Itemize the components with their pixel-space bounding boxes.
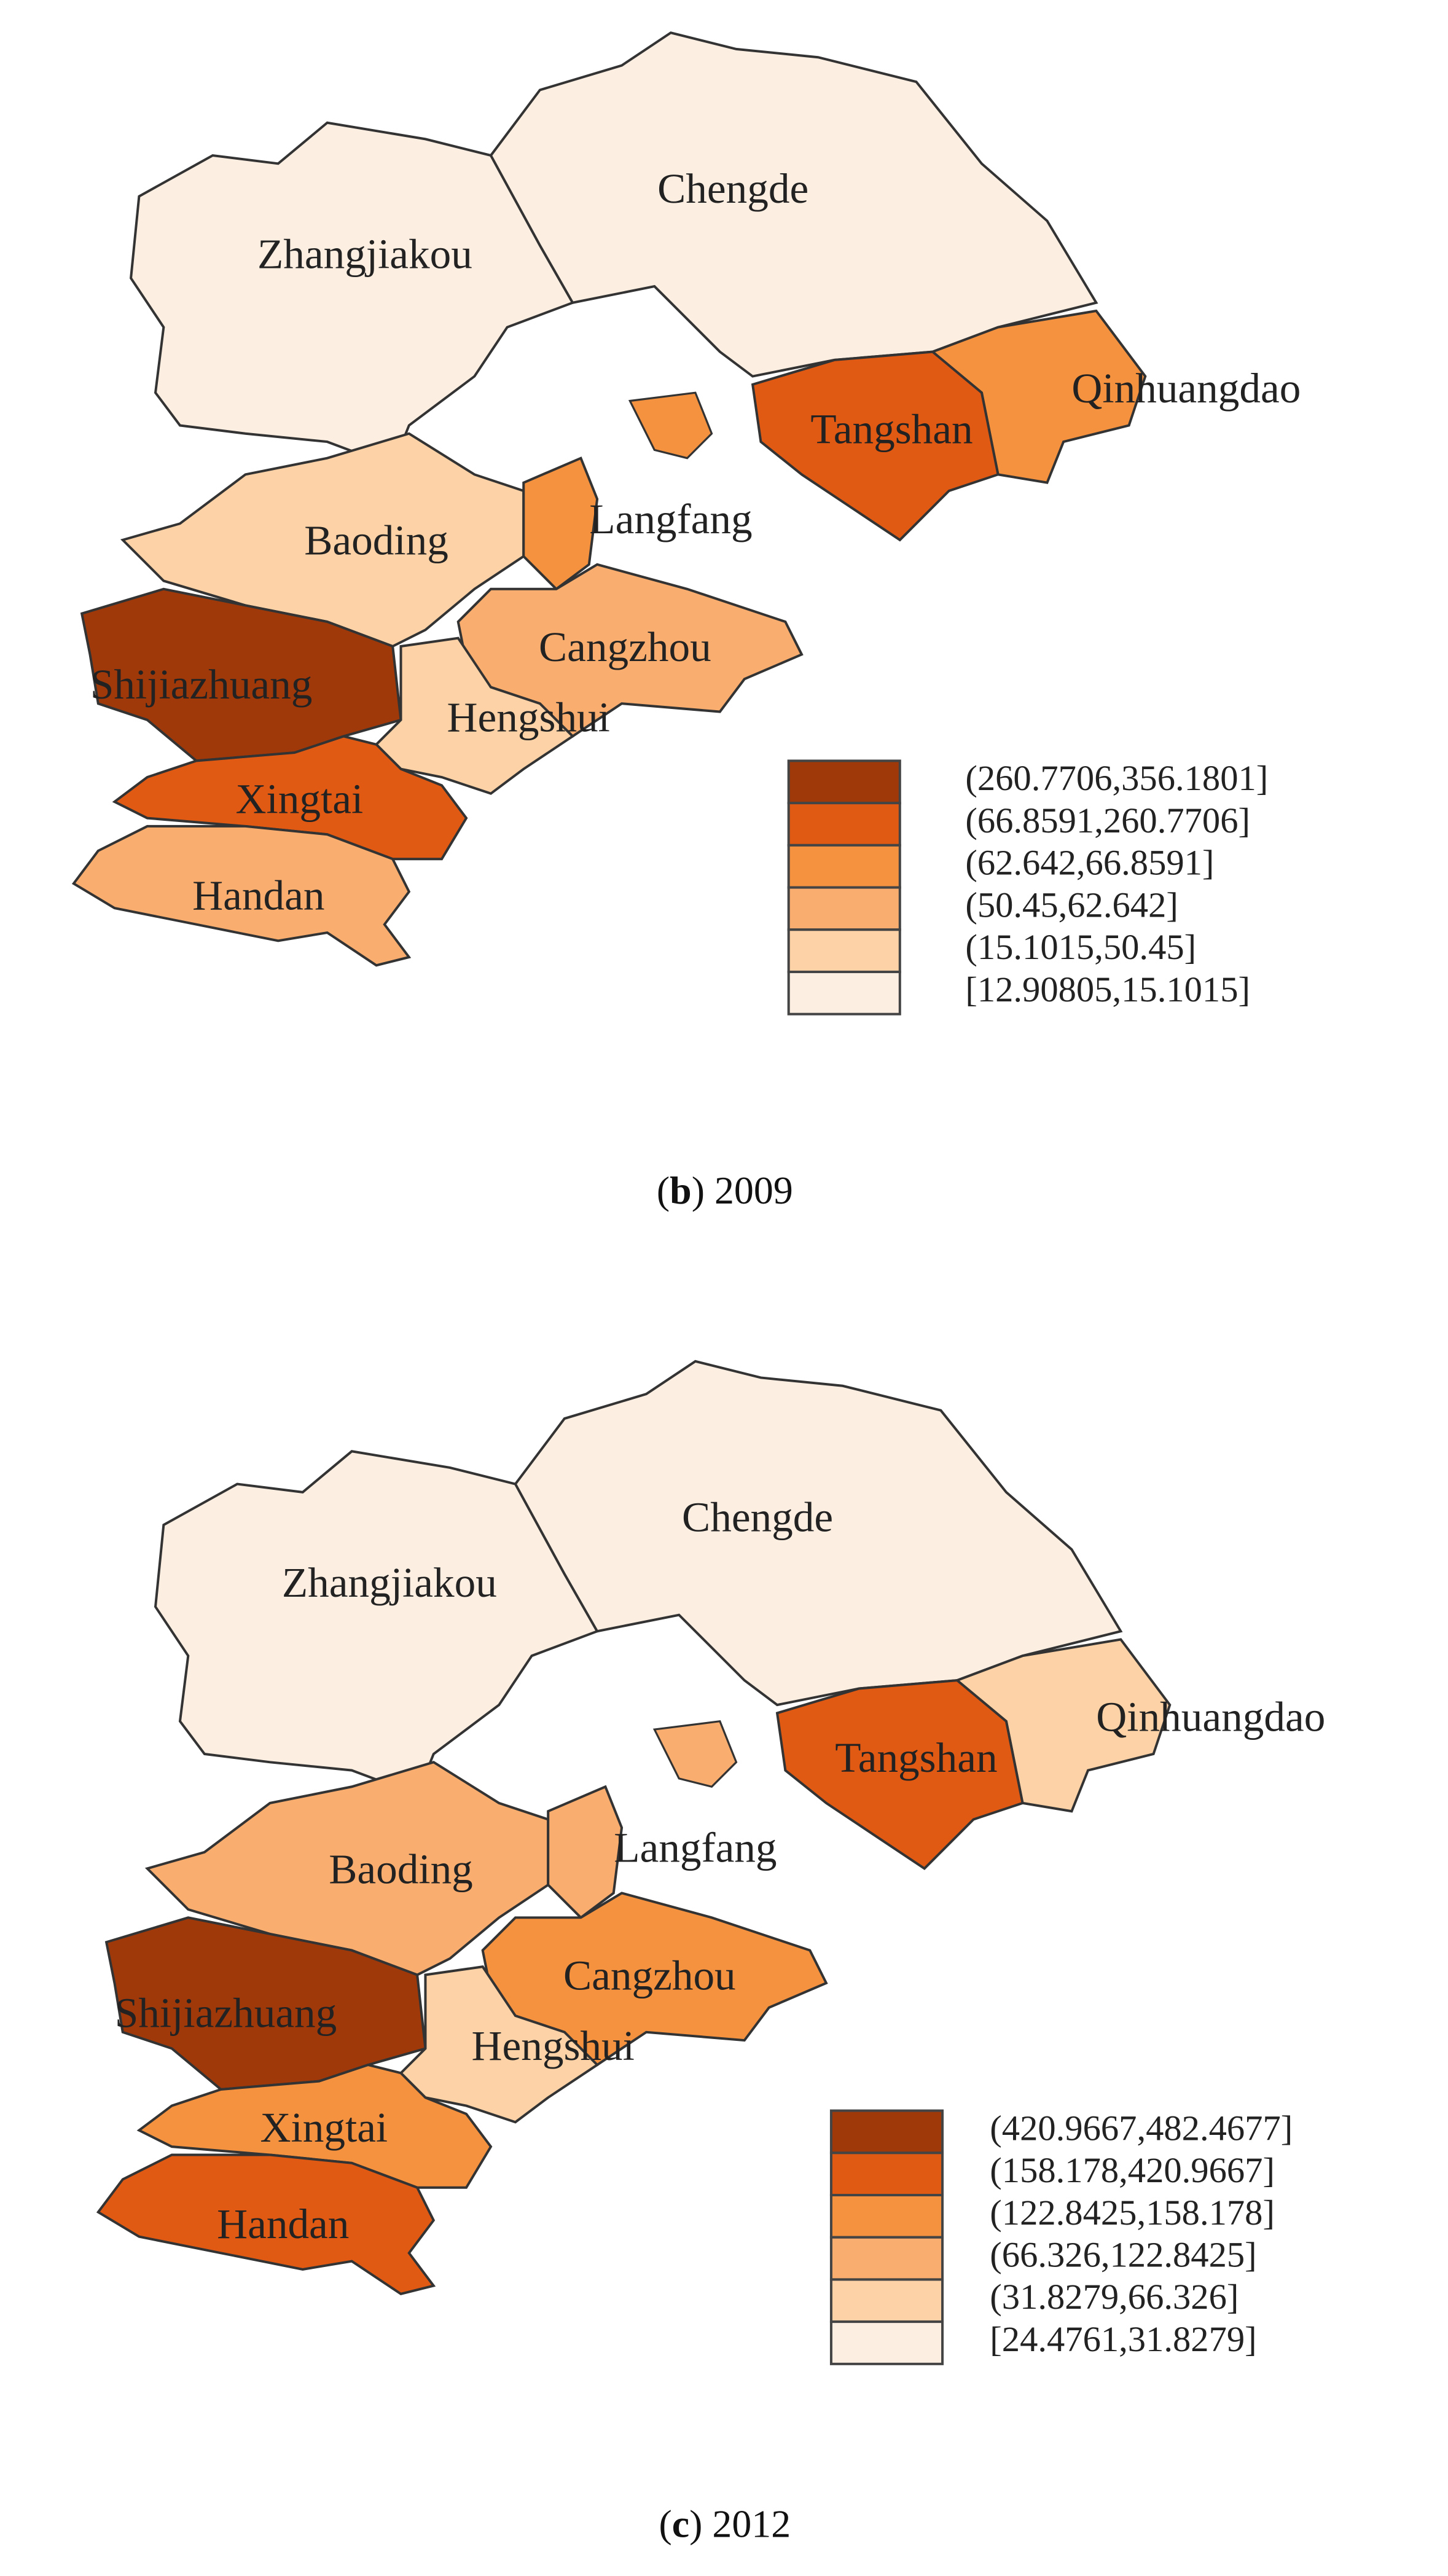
region bbox=[71, 824, 412, 967]
legend-label: (62.642,66.8591] bbox=[965, 843, 1214, 883]
region-label: Tangshan bbox=[810, 405, 973, 453]
legend-label: (66.8591,260.7706] bbox=[965, 801, 1250, 840]
caption: (b) 2009 bbox=[657, 1169, 793, 1212]
caption-part: ( bbox=[657, 1169, 670, 1212]
legend-swatch bbox=[787, 844, 901, 889]
region bbox=[751, 350, 1000, 542]
region bbox=[96, 2153, 436, 2296]
legend-label: (420.9667,482.4677] bbox=[990, 2108, 1293, 2148]
region-label: Langfang bbox=[614, 1824, 777, 1871]
legend-swatch bbox=[787, 970, 901, 1016]
region bbox=[399, 1965, 600, 2124]
legend-label: (15.1015,50.45] bbox=[965, 927, 1196, 967]
legend-label: (50.45,62.642] bbox=[965, 885, 1178, 925]
islet bbox=[652, 1720, 738, 1788]
legend-label: (122.8425,158.178] bbox=[990, 2193, 1275, 2233]
legend-swatch bbox=[787, 802, 901, 847]
region-label: Shijiazhuang bbox=[115, 1989, 337, 2037]
caption-part: ( bbox=[659, 2502, 671, 2545]
legend-swatch bbox=[829, 2278, 944, 2323]
region bbox=[130, 121, 575, 468]
region-label: Xingtai bbox=[260, 2104, 388, 2151]
legend-swatch bbox=[829, 2194, 944, 2239]
region bbox=[154, 1450, 599, 1797]
region-label: Handan bbox=[192, 872, 324, 919]
map-panel: Zhangjiakou Chengde Qinhuangdao Tangshan Bao… bbox=[96, 1360, 1325, 2545]
caption-part: b bbox=[670, 1169, 692, 1212]
legend-label: (260.7706,356.1801] bbox=[965, 758, 1268, 798]
region-label: Baoding bbox=[329, 1845, 473, 1892]
legend-swatch bbox=[787, 759, 901, 805]
islet bbox=[628, 391, 713, 460]
region-label: Langfang bbox=[589, 495, 752, 542]
legend-swatch bbox=[787, 928, 901, 973]
region-label: Xingtai bbox=[236, 775, 364, 823]
region bbox=[522, 456, 599, 591]
legend-swatch bbox=[787, 886, 901, 931]
region-label: Baoding bbox=[304, 517, 448, 564]
region bbox=[489, 31, 1098, 378]
legend-label: (158.178,420.9667] bbox=[990, 2150, 1275, 2190]
caption-part: ) 2012 bbox=[689, 2502, 791, 2545]
legend-label: [24.4761,31.8279] bbox=[990, 2319, 1256, 2359]
legend-label: (66.326,122.8425] bbox=[990, 2235, 1256, 2275]
legend-swatch bbox=[829, 2320, 944, 2365]
caption-part: c bbox=[672, 2502, 689, 2545]
region-label: Chengde bbox=[682, 1494, 833, 1541]
region bbox=[775, 1679, 1024, 1870]
region bbox=[547, 1785, 624, 1919]
region-label: Tangshan bbox=[835, 1734, 997, 1781]
region bbox=[514, 1360, 1123, 1707]
region-label: Qinhuangdao bbox=[1071, 364, 1301, 412]
legend-swatch bbox=[829, 2236, 944, 2281]
region-label: Hengshui bbox=[471, 2022, 634, 2069]
region bbox=[112, 735, 468, 861]
map-panel: Zhangjiakou Chengde Qinhuangdao Tangshan Bao… bbox=[71, 31, 1301, 1212]
region-label: Shijiazhuang bbox=[90, 660, 313, 708]
region-label: Hengshui bbox=[447, 693, 610, 740]
caption-part: ) 2009 bbox=[692, 1169, 793, 1212]
region-label: Zhangjiakou bbox=[282, 1559, 497, 1606]
region-label: Cangzhou bbox=[539, 623, 711, 670]
legend-label: (31.8279,66.326] bbox=[990, 2277, 1239, 2317]
region-label: Zhangjiakou bbox=[257, 230, 472, 278]
region bbox=[136, 2063, 493, 2189]
legend-swatch bbox=[829, 2151, 944, 2196]
region-label: Chengde bbox=[657, 165, 808, 212]
caption: (c) 2012 bbox=[659, 2502, 791, 2545]
region-label: Handan bbox=[217, 2200, 349, 2247]
legend-swatch bbox=[829, 2109, 944, 2155]
legend-label: [12.90805,15.1015] bbox=[965, 969, 1250, 1009]
region-label: Qinhuangdao bbox=[1096, 1693, 1325, 1740]
region bbox=[374, 636, 575, 795]
region-label: Cangzhou bbox=[563, 1951, 736, 1999]
